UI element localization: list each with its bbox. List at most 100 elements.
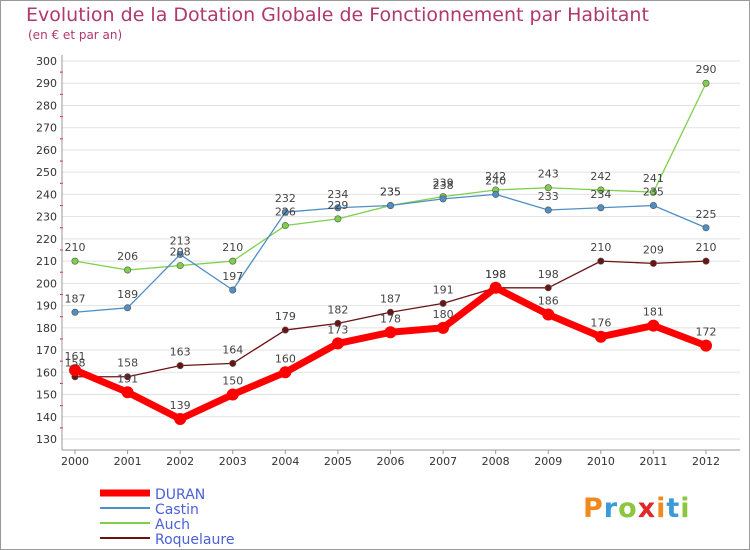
data-point-duran-2011: [647, 319, 660, 332]
logo-letter: o: [618, 493, 638, 524]
legend-label-auch: Auch: [155, 517, 190, 533]
data-point-duran-2007: [437, 321, 450, 334]
data-point-castin-2011: [649, 202, 657, 210]
data-label-duran-2003: 150: [222, 375, 243, 388]
data-point-duran-2005: [331, 337, 344, 350]
data-label-auch-2010: 242: [590, 170, 611, 183]
data-point-castin-2000: [71, 308, 79, 316]
legend-label-castin: Castin: [155, 502, 199, 518]
data-label-castin-2002: 213: [170, 234, 191, 247]
data-label-roquelaure-2001: 158: [117, 357, 138, 370]
data-label-duran-2002: 139: [170, 399, 191, 412]
data-point-castin-2006: [386, 202, 394, 210]
x-tick-label-2010: 2010: [587, 455, 615, 468]
data-point-auch-2003: [229, 257, 237, 265]
data-label-auch-2003: 210: [222, 241, 243, 254]
data-label-castin-2003: 197: [222, 270, 243, 283]
data-label-auch-2001: 206: [117, 250, 138, 263]
data-labels: 161 151 139 150 160 173 178 180 198 186 176 181 172 1…: [65, 63, 717, 412]
chart-subtitle: (en € et par an): [28, 28, 123, 42]
data-point-duran-2004: [279, 366, 292, 379]
x-tick-label-2002: 2002: [166, 455, 194, 468]
y-tick-label-230: 230: [36, 211, 57, 224]
data-point-roquelaure-2010: [597, 257, 605, 265]
data-label-duran-2004: 160: [275, 352, 296, 365]
data-label-castin-2006: 235: [380, 186, 401, 199]
data-label-roquelaure-2008: 198: [485, 268, 506, 281]
data-label-duran-2001: 151: [117, 372, 138, 385]
y-tick-label-200: 200: [36, 277, 57, 290]
data-point-roquelaure-2009: [544, 284, 552, 292]
y-tick-label-290: 290: [36, 77, 57, 90]
y-tick-label-170: 170: [36, 344, 57, 357]
data-label-roquelaure-2007: 191: [433, 283, 454, 296]
data-point-duran-2008: [489, 281, 502, 294]
data-label-castin-2012: 225: [696, 208, 717, 221]
data-point-castin-2002: [176, 250, 184, 258]
data-label-duran-2006: 178: [380, 312, 401, 325]
data-label-duran-2000: 161: [65, 350, 86, 363]
y-tick-label-210: 210: [36, 255, 57, 268]
data-label-duran-2012: 172: [696, 326, 717, 339]
data-label-castin-2011: 235: [643, 186, 664, 199]
data-label-auch-2011: 241: [643, 172, 664, 185]
data-point-castin-2009: [544, 206, 552, 214]
data-label-duran-2011: 181: [643, 306, 664, 319]
data-point-duran-2009: [542, 308, 555, 321]
logo-letter: x: [638, 493, 656, 524]
data-point-auch-2012: [702, 79, 710, 87]
logo-letter: r: [604, 493, 618, 524]
x-tick-label-2004: 2004: [271, 455, 299, 468]
data-label-castin-2005: 234: [327, 188, 348, 201]
data-label-auch-2004: 226: [275, 206, 296, 219]
data-label-roquelaure-2009: 198: [538, 268, 559, 281]
data-point-roquelaure-2007: [439, 299, 447, 307]
data-point-roquelaure-2012: [702, 257, 710, 265]
data-point-roquelaure-2005: [334, 319, 342, 327]
x-tick-label-2001: 2001: [114, 455, 142, 468]
data-label-roquelaure-2012: 210: [696, 241, 717, 254]
y-tick-label-150: 150: [36, 389, 57, 402]
data-label-roquelaure-2004: 179: [275, 310, 296, 323]
data-label-roquelaure-2003: 164: [222, 343, 243, 356]
data-point-duran-2003: [226, 388, 239, 401]
data-point-auch-2010: [597, 186, 605, 194]
data-point-auch-2000: [71, 257, 79, 265]
data-point-duran-2006: [384, 326, 397, 339]
x-tick-label-2003: 2003: [219, 455, 247, 468]
x-tick-label-2000: 2000: [61, 455, 89, 468]
data-point-castin-2008: [492, 190, 500, 198]
legend-label-duran: DURAN: [155, 487, 205, 503]
data-label-auch-2005: 229: [327, 199, 348, 212]
data-label-castin-2007: 238: [433, 179, 454, 192]
y-tick-label-260: 260: [36, 144, 57, 157]
x-tick-label-2009: 2009: [534, 455, 562, 468]
y-tick-label-190: 190: [36, 300, 57, 313]
data-point-auch-2011: [649, 188, 657, 196]
data-point-castin-2003: [229, 286, 237, 294]
data-label-roquelaure-2002: 163: [170, 346, 191, 359]
data-label-roquelaure-2011: 209: [643, 243, 664, 256]
data-point-auch-2002: [176, 262, 184, 270]
series-lines: [69, 79, 712, 425]
data-label-castin-2010: 234: [590, 188, 611, 201]
y-tick-label-250: 250: [36, 166, 57, 179]
data-label-auch-2000: 210: [65, 241, 86, 254]
y-tick-label-280: 280: [36, 99, 57, 112]
data-point-auch-2004: [281, 222, 289, 230]
grid-lines: [62, 60, 740, 440]
data-label-castin-2000: 187: [65, 292, 86, 305]
data-label-roquelaure-2005: 182: [327, 303, 348, 316]
data-label-auch-2012: 290: [696, 63, 717, 76]
logo-letter: i: [656, 493, 666, 524]
data-point-duran-2002: [174, 412, 187, 425]
data-point-roquelaure-2011: [649, 259, 657, 267]
data-label-castin-2001: 189: [117, 288, 138, 301]
y-tick-label-220: 220: [36, 233, 57, 246]
y-tick-label-160: 160: [36, 366, 57, 379]
data-point-castin-2001: [124, 304, 132, 312]
y-tick-label-140: 140: [36, 411, 57, 424]
x-tick-label-2011: 2011: [639, 455, 667, 468]
data-label-duran-2007: 180: [433, 308, 454, 321]
